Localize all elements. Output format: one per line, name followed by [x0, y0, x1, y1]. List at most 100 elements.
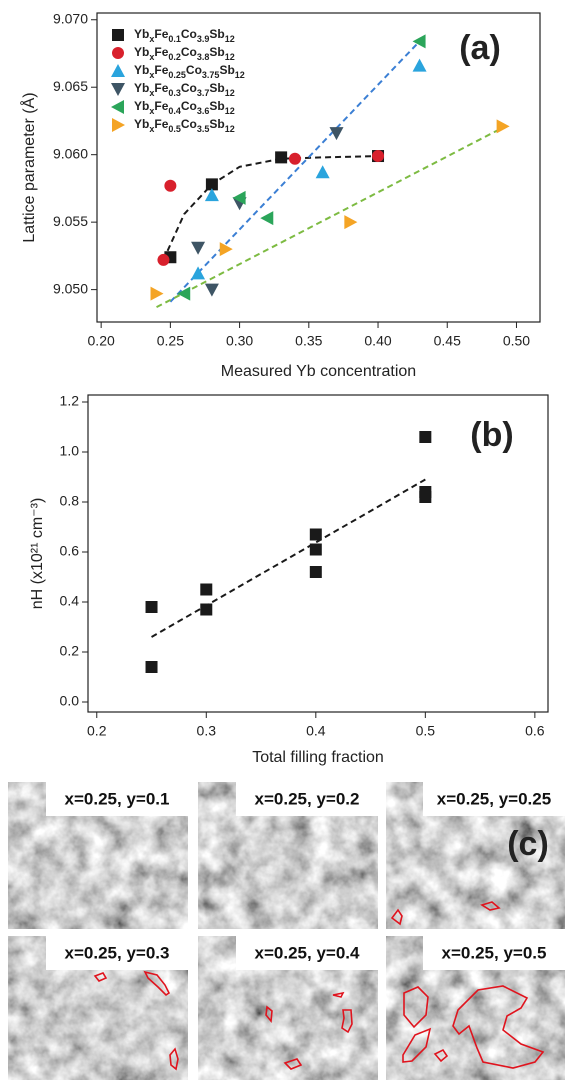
marker: [309, 543, 322, 556]
marker: [329, 127, 344, 141]
outline: [283, 1058, 303, 1070]
micrograph-label: x=0.25, y=0.4: [255, 943, 360, 962]
trend-line: [156, 126, 504, 309]
legend-marker: [111, 64, 125, 77]
legend-label: YbxFe0.2Co3.8Sb12: [134, 45, 235, 62]
outline: [143, 970, 171, 997]
outline: [390, 908, 403, 926]
y-axis-label: Lattice parameter (Å): [19, 92, 38, 242]
micrograph-label: x=0.25, y=0.25: [437, 789, 551, 808]
outline: [403, 986, 429, 1029]
outline: [452, 985, 545, 1069]
legend-marker: [112, 29, 124, 41]
legend-marker: [112, 118, 125, 132]
scatter-chart: 0.2 0.3 0.4 0.5 0.6 0.0 0.2 0.4 0.6 0.8 1.0 1.2 Tota…: [29, 393, 549, 766]
x-tick-label: 0.40: [364, 333, 391, 349]
micrographs: x=0.25, y=0.1 x=0.25, y=0.2 x=0.25, y=0.25…: [8, 782, 565, 1080]
marker: [150, 286, 164, 301]
y-tick-label: 9.055: [53, 213, 88, 229]
x-tick-label: 0.45: [434, 333, 461, 349]
outline: [169, 1047, 179, 1071]
micrograph-label: x=0.25, y=0.1: [65, 789, 170, 808]
marker: [205, 178, 218, 191]
panel-label: (c): [507, 825, 549, 863]
y-tick-label: 9.065: [53, 78, 88, 94]
outline: [332, 991, 353, 1034]
label-box: [46, 936, 188, 970]
x-tick-label: 0.35: [295, 333, 322, 349]
marker: [344, 215, 358, 230]
legend-marker: [112, 47, 124, 59]
legend-marker: [111, 100, 124, 114]
marker: [412, 34, 426, 49]
micrograph: x=0.25, y=0.3: [8, 936, 188, 1080]
y-axis-label: nH (x10²¹ cm⁻³): [29, 498, 46, 610]
y-tick-label: 0.8: [60, 493, 80, 509]
outline: [480, 901, 501, 911]
x-tick-label: 0.4: [306, 723, 326, 739]
micrograph-label: x=0.25, y=0.2: [255, 789, 360, 808]
marker: [288, 152, 301, 165]
micrograph: x=0.25, y=0.25: [386, 782, 565, 929]
outline: [402, 1027, 432, 1063]
micrograph-label: x=0.25, y=0.3: [65, 943, 170, 962]
marker: [260, 211, 274, 226]
x-tick-label: 0.50: [503, 333, 530, 349]
x-axis-label: Total filling fraction: [252, 749, 384, 766]
marker: [204, 283, 219, 297]
marker: [412, 58, 427, 72]
label-box: [236, 936, 378, 970]
y-tick-label: 1.0: [60, 443, 80, 459]
x-tick-label: 0.2: [87, 723, 107, 739]
marker: [145, 601, 158, 613]
y-tick-label: 9.050: [53, 280, 88, 296]
y-tick-label: 0.0: [60, 693, 80, 709]
y-tick-label: 9.070: [53, 10, 88, 26]
micrograph: x=0.25, y=0.4: [198, 936, 378, 1080]
marker: [177, 286, 191, 301]
marker: [275, 151, 288, 164]
legend-label: YbxFe0.25Co3.75Sb12: [134, 63, 245, 80]
marker: [200, 583, 213, 596]
trend-line: [151, 478, 426, 638]
trend-line: [169, 40, 421, 303]
legend-label: YbxFe0.4Co3.6Sb12: [134, 99, 235, 116]
y-tick-label: 0.6: [60, 543, 80, 559]
legend-label: YbxFe0.3Co3.7Sb12: [134, 81, 235, 98]
micrograph: x=0.25, y=0.1: [8, 782, 188, 929]
marker: [419, 431, 432, 443]
micrograph: x=0.25, y=0.2: [198, 782, 378, 929]
panel-label: (b): [470, 416, 513, 454]
x-tick-label: 0.30: [226, 333, 253, 349]
legend-label: YbxFe0.5Co3.5Sb12: [134, 117, 235, 134]
label-box: [423, 782, 565, 816]
scatter-chart: 0.20 0.25 0.30 0.35 0.40 0.45 0.50 9.050 9.055 9.…: [19, 10, 541, 380]
x-tick-label: 0.3: [197, 723, 217, 739]
legend-label: YbxFe0.1Co3.9Sb12: [134, 27, 235, 44]
marker: [191, 266, 206, 280]
x-tick-label: 0.5: [416, 723, 436, 739]
x-tick-label: 0.25: [157, 333, 184, 349]
marker: [157, 253, 170, 266]
panel-label: (a): [459, 29, 501, 67]
x-tick-label: 0.6: [525, 723, 545, 739]
y-tick-label: 0.2: [60, 643, 80, 659]
label-box: [236, 782, 378, 816]
outline: [93, 972, 108, 982]
marker: [219, 242, 233, 257]
outline: [265, 1005, 273, 1023]
trend-line: [162, 155, 379, 261]
plot-frame: [87, 394, 549, 713]
marker: [191, 241, 206, 255]
grain-outlines: [93, 901, 545, 1071]
x-axis-label: Measured Yb concentration: [221, 363, 416, 380]
charts: 0.20 0.25 0.30 0.35 0.40 0.45 0.50 9.050 9.055 9.…: [19, 10, 549, 766]
plot-frame: [96, 12, 541, 323]
y-tick-label: 1.2: [60, 393, 80, 409]
outline: [433, 1048, 449, 1063]
y-tick-label: 9.060: [53, 145, 88, 161]
x-tick-label: 0.20: [88, 333, 115, 349]
y-tick-label: 0.4: [60, 593, 80, 609]
micrograph: x=0.25, y=0.5: [386, 936, 565, 1080]
